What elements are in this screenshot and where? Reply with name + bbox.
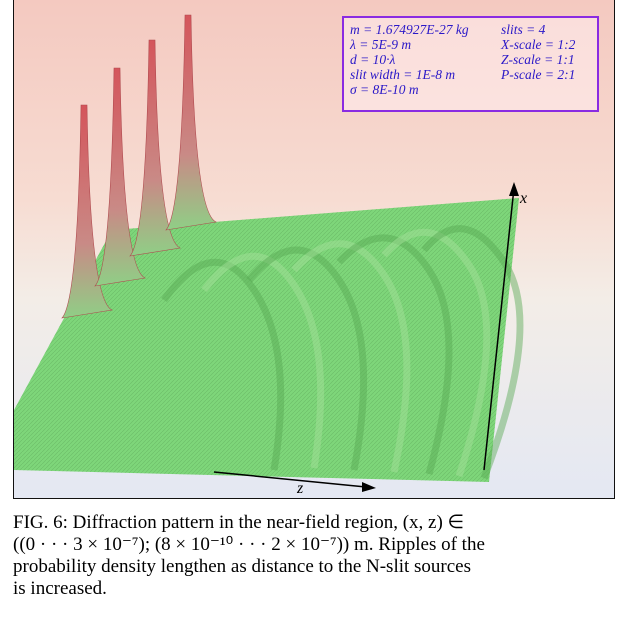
x-axis-arrowhead — [509, 182, 519, 196]
param-mass: m = 1.674927E-27 kg — [350, 22, 469, 37]
slit-peak — [165, 14, 218, 231]
x-axis-line — [483, 187, 515, 471]
param-slit-distance: d = 10·λ — [350, 52, 396, 67]
axis-x-label: x — [520, 190, 528, 207]
param-x-scale: X-scale = 1:2 — [501, 37, 576, 52]
param-wavelength: λ = 5E-9 m — [350, 37, 412, 52]
ripple-band — [201, 252, 325, 469]
ripple-band — [381, 228, 491, 478]
ripple-band — [336, 234, 453, 475]
ripple-band — [161, 259, 285, 471]
figure-caption: FIG. 6: Diffraction pattern in the near-… — [13, 512, 617, 600]
caption-line: FIG. 6: Diffraction pattern in the near-… — [13, 512, 465, 533]
parameter-box: m = 1.674927E-27 kg slits = 4 λ = 5E-9 m X… — [342, 16, 599, 112]
probability-surface — [14, 14, 524, 492]
param-row: slit width = 1E-8 m P-scale = 2:1 — [350, 67, 591, 82]
ripple-band — [291, 240, 411, 473]
param-sigma: σ = 8E-10 m — [350, 82, 419, 97]
param-row: σ = 8E-10 m — [350, 82, 591, 97]
z-axis-arrowhead — [362, 482, 376, 492]
caption-line: is increased. — [13, 578, 107, 599]
slit-peak — [61, 104, 114, 319]
slit-peak — [94, 67, 147, 287]
z-axis-line — [213, 471, 367, 488]
ripple-band — [421, 225, 524, 480]
caption-line: probability density lengthen as distance… — [13, 556, 472, 577]
param-row: λ = 5E-9 m X-scale = 1:2 — [350, 37, 591, 52]
param-p-scale: P-scale = 2:1 — [501, 67, 576, 82]
ripple-bands — [161, 225, 524, 480]
figure-plot: x z m = 1.674927E-27 kg slits = 4 λ = 5E-… — [13, 0, 615, 499]
ripple-band — [246, 246, 368, 471]
caption-line: ((0 · · · 3 × 10⁻⁷); (8 × 10⁻¹⁰ · · · 2 … — [13, 534, 485, 555]
param-slit-width: slit width = 1E-8 m — [350, 67, 456, 82]
param-z-scale: Z-scale = 1:1 — [501, 52, 575, 67]
surface-mesh — [14, 198, 519, 482]
slit-peaks — [61, 14, 218, 319]
param-row: d = 10·λ Z-scale = 1:1 — [350, 52, 591, 67]
param-row: m = 1.674927E-27 kg slits = 4 — [350, 22, 591, 37]
axis-z-label: z — [297, 480, 304, 497]
param-slits: slits = 4 — [501, 22, 546, 37]
